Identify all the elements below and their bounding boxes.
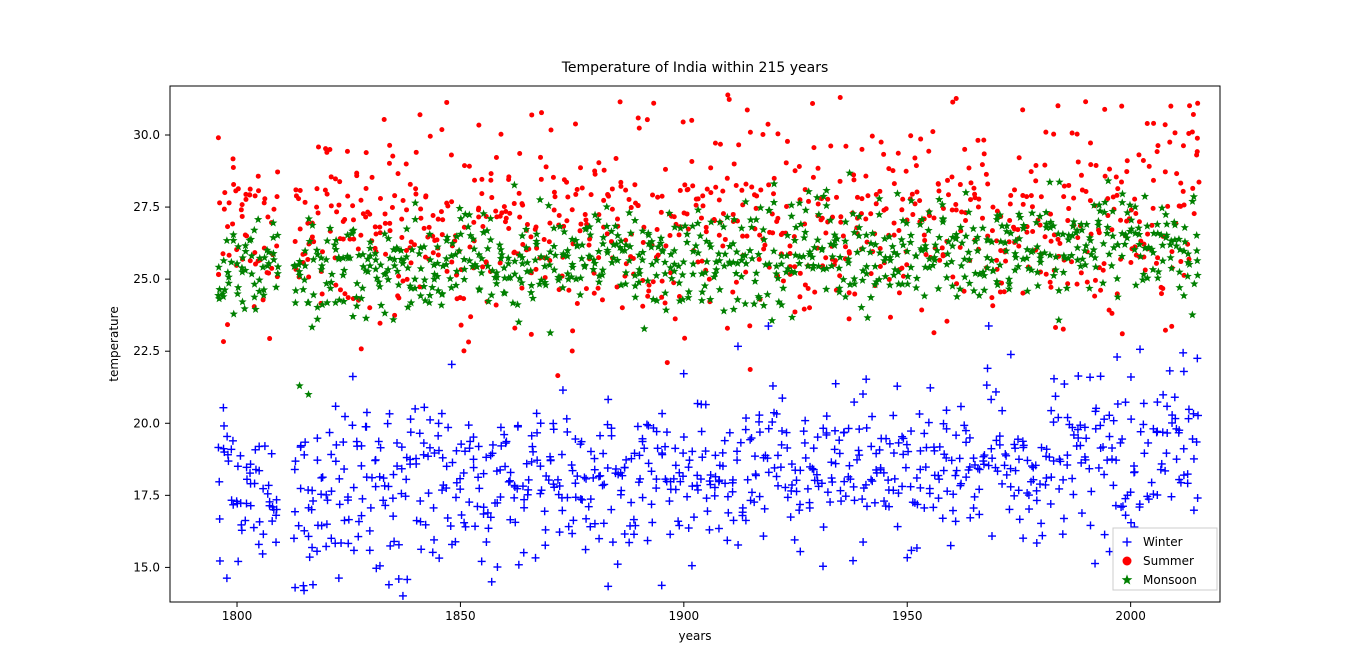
y-tick-label: 17.5 <box>133 488 160 502</box>
x-axis-label: years <box>678 629 711 643</box>
series-summer <box>216 93 1202 379</box>
y-tick-label: 25.0 <box>133 272 160 286</box>
y-tick-label: 30.0 <box>133 128 160 142</box>
x-tick-label: 2000 <box>1115 609 1146 623</box>
legend-label-summer: Summer <box>1143 554 1194 568</box>
temperature-scatter-chart: 1800 1850 1900 1950 2000 15.0 17.5 20.0 22.5 25.… <box>0 0 1366 671</box>
y-axis-label: temperature <box>107 306 121 381</box>
series-monsoon <box>214 169 1202 398</box>
y-tick-label: 22.5 <box>133 344 160 358</box>
chart-legend: Winter Summer Monsoon <box>1113 528 1217 590</box>
x-tick-label: 1900 <box>669 609 700 623</box>
x-tick-label: 1850 <box>445 609 476 623</box>
x-tick-label: 1950 <box>892 609 923 623</box>
x-tick-label: 1800 <box>222 609 253 623</box>
y-tick-label: 20.0 <box>133 416 160 430</box>
chart-title: Temperature of India within 215 years <box>561 60 829 76</box>
y-tick-label: 15.0 <box>133 560 160 574</box>
series-winter <box>214 322 1202 600</box>
legend-label-winter: Winter <box>1143 535 1183 549</box>
y-tick-label: 27.5 <box>133 200 160 214</box>
legend-label-monsoon: Monsoon <box>1143 573 1197 587</box>
